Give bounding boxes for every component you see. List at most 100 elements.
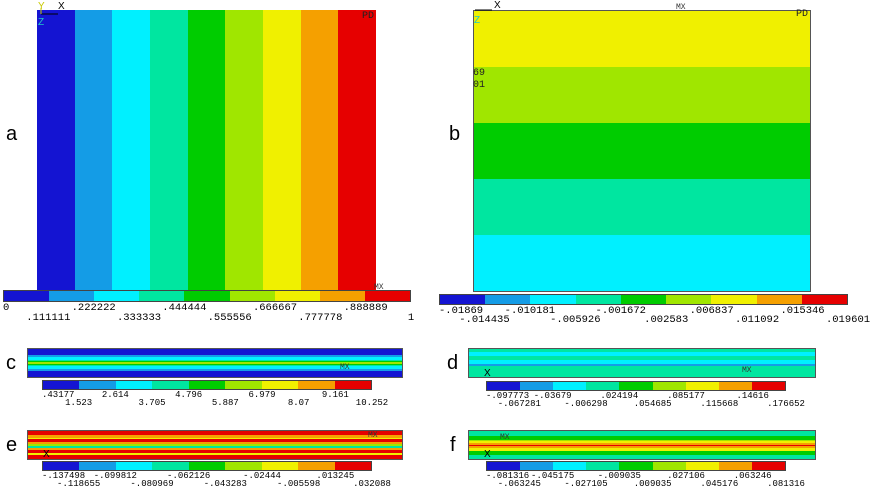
legend-swatch bbox=[364, 291, 410, 301]
legend-tick-label: 5.887 bbox=[211, 398, 239, 408]
mx-marker: MX bbox=[742, 366, 752, 375]
legend-swatch bbox=[115, 462, 153, 470]
legend-tick-label: .43177 bbox=[42, 390, 75, 400]
legend-tick-label: -.080969 bbox=[130, 479, 174, 489]
legend-tick-label: .14616 bbox=[736, 391, 769, 401]
contour-band bbox=[28, 434, 402, 438]
legend-tick-label: .333333 bbox=[116, 312, 162, 324]
legend-swatch bbox=[619, 462, 653, 470]
color-legend-c bbox=[42, 380, 372, 390]
contour-band bbox=[28, 455, 402, 459]
contour-strip-e bbox=[27, 430, 403, 460]
contour-band bbox=[469, 431, 815, 437]
contour-band bbox=[28, 450, 402, 453]
legend-tick-label: .011092 bbox=[735, 314, 780, 326]
legend-swatch bbox=[188, 462, 226, 470]
legend-swatch bbox=[225, 462, 262, 470]
legend-swatch bbox=[751, 462, 785, 470]
coordinate-triad-icon bbox=[475, 9, 492, 11]
contour-strip-f bbox=[468, 430, 816, 460]
legend-tick-label: -.067281 bbox=[497, 399, 541, 409]
legend-swatch bbox=[718, 462, 752, 470]
legend-tick-label: -.062126 bbox=[167, 471, 211, 481]
legend-tick-label: 8.07 bbox=[287, 398, 310, 408]
legend-tick-label: .013245 bbox=[316, 471, 355, 481]
legend-swatch bbox=[487, 382, 521, 390]
legend-tick-label: -.045175 bbox=[531, 471, 575, 481]
contour-band bbox=[469, 446, 815, 448]
legend-swatch bbox=[553, 462, 587, 470]
legend-tick-label: -.137498 bbox=[42, 471, 86, 481]
contour-band bbox=[263, 10, 302, 292]
legend-swatch bbox=[94, 291, 140, 301]
contour-band bbox=[187, 10, 226, 292]
legend-swatch bbox=[801, 295, 847, 304]
legend-swatch bbox=[520, 462, 554, 470]
legend-swatch bbox=[586, 462, 620, 470]
legend-swatch bbox=[115, 381, 153, 389]
legend-tick-label: .111111 bbox=[26, 312, 71, 324]
legend-tick-label: .006837 bbox=[689, 305, 734, 317]
legend-tick-label: .666667 bbox=[252, 302, 298, 314]
legend-swatch bbox=[298, 381, 335, 389]
legend-swatch bbox=[487, 462, 521, 470]
contour-strip-d bbox=[468, 348, 816, 378]
color-legend-a bbox=[3, 290, 411, 302]
panel-label-a: a bbox=[6, 123, 18, 145]
legend-swatch bbox=[298, 462, 335, 470]
view-label: PD bbox=[362, 11, 375, 22]
legend-swatch bbox=[718, 382, 752, 390]
legend-tick-label: 2.614 bbox=[101, 390, 129, 400]
legend-tick-label: .063246 bbox=[733, 471, 772, 481]
contour-band bbox=[469, 447, 815, 451]
legend-swatch bbox=[43, 381, 80, 389]
legend-swatch bbox=[620, 295, 667, 304]
legend-swatch bbox=[319, 291, 365, 301]
legend-tick-label: .054685 bbox=[633, 399, 672, 409]
legend-swatch bbox=[553, 382, 587, 390]
legend-swatch bbox=[79, 381, 116, 389]
contour-band bbox=[469, 360, 815, 366]
axis-label-z: Z bbox=[474, 15, 481, 26]
mx-marker: MX bbox=[340, 363, 350, 372]
legend-tick-label: 1 bbox=[407, 312, 415, 324]
legend-tick-label: -.063245 bbox=[497, 479, 541, 489]
color-legend-f bbox=[486, 461, 786, 471]
legend-tick-label: -.014435 bbox=[459, 314, 510, 326]
legend-swatch bbox=[274, 291, 320, 301]
contour-band bbox=[37, 10, 76, 292]
legend-swatch bbox=[666, 295, 712, 304]
contour-band bbox=[469, 436, 815, 440]
legend-swatch bbox=[652, 382, 686, 390]
contour-band bbox=[74, 10, 113, 292]
legend-swatch bbox=[152, 381, 189, 389]
contour-band bbox=[469, 441, 815, 444]
legend-tick-label: -.01869 bbox=[439, 305, 484, 317]
contour-band bbox=[28, 442, 402, 445]
contour-band bbox=[469, 364, 815, 367]
legend-tick-label: -.010181 bbox=[504, 305, 556, 317]
legend-tick-label: -.027105 bbox=[564, 479, 608, 489]
axis-label-x: X bbox=[43, 449, 50, 460]
fragment-label: 01 bbox=[473, 80, 486, 91]
legend-swatch bbox=[586, 382, 620, 390]
legend-swatch bbox=[440, 295, 486, 304]
legend-swatch bbox=[188, 381, 226, 389]
legend-tick-label: .009035 bbox=[633, 479, 672, 489]
contour-band bbox=[28, 446, 402, 448]
legend-swatch bbox=[229, 291, 275, 301]
mx-marker: MX bbox=[374, 283, 384, 292]
mx-marker: MX bbox=[676, 3, 686, 12]
legend-tick-label: -.081316 bbox=[486, 471, 530, 481]
contour-band bbox=[28, 439, 402, 443]
legend-tick-label: 0 bbox=[3, 302, 10, 314]
contour-plot-b bbox=[473, 10, 811, 292]
panel-label-d: d bbox=[447, 352, 459, 374]
panel-label-f: f bbox=[450, 434, 456, 456]
legend-tick-label: .019601 bbox=[825, 314, 871, 326]
legend-tick-label: -.099812 bbox=[93, 471, 137, 481]
legend-tick-label: -.005926 bbox=[550, 314, 601, 326]
legend-swatch bbox=[756, 295, 802, 304]
contour-band bbox=[474, 179, 810, 236]
legend-tick-label: 1.523 bbox=[65, 398, 93, 408]
